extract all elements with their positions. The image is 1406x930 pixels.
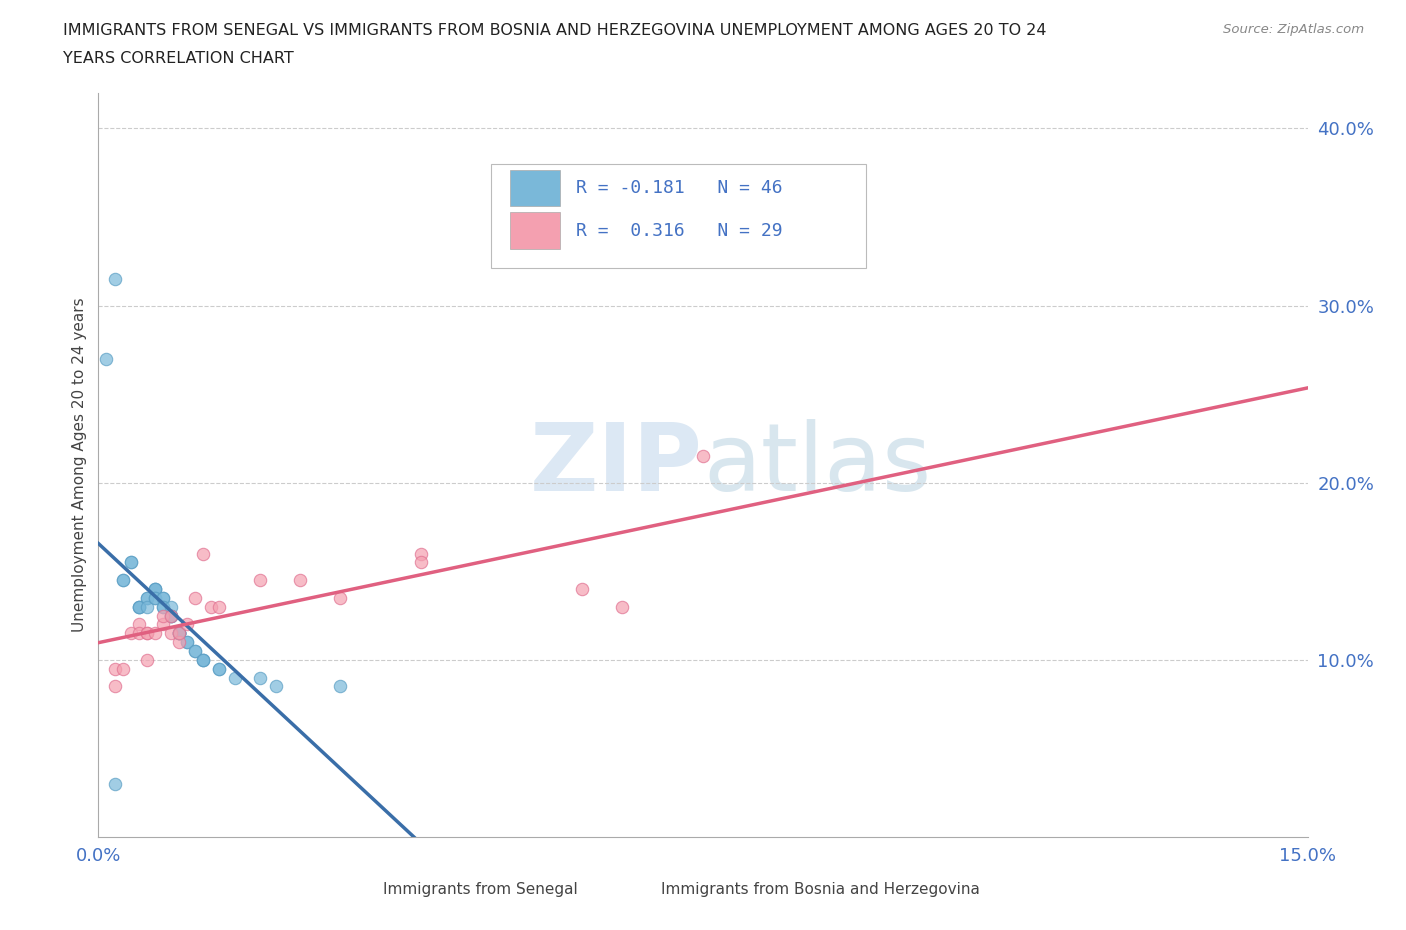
Point	[167, 626, 190, 641]
Point	[152, 599, 174, 614]
Point	[103, 777, 125, 791]
Point	[103, 272, 125, 286]
Point	[167, 626, 190, 641]
Point	[111, 573, 134, 588]
Point	[184, 591, 207, 605]
Point	[143, 591, 166, 605]
Point	[167, 626, 190, 641]
Point	[167, 626, 190, 641]
Point	[160, 608, 183, 623]
FancyBboxPatch shape	[614, 876, 655, 904]
Point	[193, 653, 215, 668]
Point	[329, 679, 352, 694]
Point	[160, 608, 183, 623]
Point	[208, 661, 231, 676]
Point	[120, 626, 142, 641]
Text: Immigrants from Bosnia and Herzegovina: Immigrants from Bosnia and Herzegovina	[661, 882, 980, 897]
Point	[612, 599, 634, 614]
Point	[128, 599, 150, 614]
Text: IMMIGRANTS FROM SENEGAL VS IMMIGRANTS FROM BOSNIA AND HERZEGOVINA UNEMPLOYMENT A: IMMIGRANTS FROM SENEGAL VS IMMIGRANTS FR…	[63, 23, 1047, 38]
Point	[96, 352, 118, 366]
Point	[143, 581, 166, 596]
Point	[135, 626, 157, 641]
Point	[143, 581, 166, 596]
Point	[193, 653, 215, 668]
Point	[571, 581, 593, 596]
Text: ZIP: ZIP	[530, 419, 703, 511]
Point	[135, 626, 157, 641]
Point	[120, 555, 142, 570]
Point	[167, 626, 190, 641]
Point	[111, 661, 134, 676]
Point	[128, 599, 150, 614]
Point	[135, 591, 157, 605]
Point	[193, 546, 215, 561]
Point	[135, 591, 157, 605]
Point	[152, 599, 174, 614]
Point	[160, 608, 183, 623]
Point	[409, 555, 432, 570]
Point	[152, 591, 174, 605]
Text: Source: ZipAtlas.com: Source: ZipAtlas.com	[1223, 23, 1364, 36]
Point	[176, 617, 198, 631]
Point	[208, 599, 231, 614]
Point	[692, 448, 714, 463]
Point	[193, 653, 215, 668]
FancyBboxPatch shape	[509, 170, 561, 206]
Point	[135, 653, 157, 668]
Text: YEARS CORRELATION CHART: YEARS CORRELATION CHART	[63, 51, 294, 66]
FancyBboxPatch shape	[509, 212, 561, 249]
Point	[409, 546, 432, 561]
Text: R = -0.181   N = 46: R = -0.181 N = 46	[576, 179, 783, 197]
Point	[152, 617, 174, 631]
Point	[249, 573, 271, 588]
Point	[152, 591, 174, 605]
Point	[111, 573, 134, 588]
Y-axis label: Unemployment Among Ages 20 to 24 years: Unemployment Among Ages 20 to 24 years	[72, 298, 87, 632]
Point	[128, 599, 150, 614]
Point	[208, 661, 231, 676]
Point	[128, 626, 150, 641]
Point	[288, 573, 311, 588]
Point	[184, 644, 207, 658]
Point	[224, 671, 246, 685]
Point	[120, 555, 142, 570]
Point	[200, 599, 222, 614]
FancyBboxPatch shape	[336, 876, 378, 904]
Point	[152, 608, 174, 623]
Point	[143, 581, 166, 596]
Point	[103, 661, 125, 676]
Text: Immigrants from Senegal: Immigrants from Senegal	[382, 882, 578, 897]
FancyBboxPatch shape	[492, 164, 866, 268]
Point	[103, 679, 125, 694]
Point	[160, 608, 183, 623]
Point	[167, 626, 190, 641]
Point	[135, 599, 157, 614]
Point	[160, 599, 183, 614]
Point	[143, 626, 166, 641]
Point	[143, 591, 166, 605]
Point	[167, 626, 190, 641]
Point	[264, 679, 287, 694]
Point	[184, 644, 207, 658]
Text: atlas: atlas	[703, 419, 931, 511]
Text: R =  0.316   N = 29: R = 0.316 N = 29	[576, 221, 783, 240]
Point	[176, 634, 198, 649]
Point	[160, 626, 183, 641]
Point	[329, 591, 352, 605]
Point	[176, 634, 198, 649]
Point	[249, 671, 271, 685]
Point	[128, 617, 150, 631]
Point	[167, 634, 190, 649]
Point	[167, 626, 190, 641]
